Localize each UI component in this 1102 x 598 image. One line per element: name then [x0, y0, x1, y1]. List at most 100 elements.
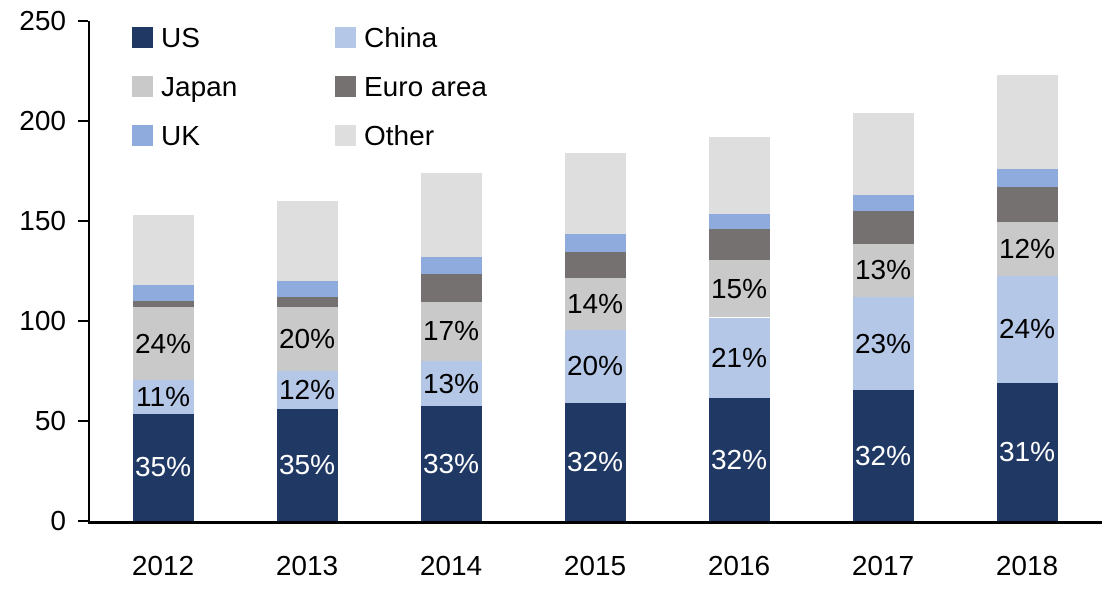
segment-label: 15% — [710, 272, 768, 304]
legend-label: Other — [364, 120, 435, 151]
legend-swatch-icon — [335, 27, 356, 48]
bar-segment-us-2017: 32% — [852, 390, 914, 521]
x-tick-label-2016: 2016 — [707, 550, 771, 581]
bar-segment-japan-2018: 12% — [996, 222, 1058, 276]
bar-segment-japan-2014: 17% — [420, 301, 482, 361]
legend-label: China — [364, 22, 438, 53]
legend-swatch-icon — [335, 125, 356, 146]
bar-segment-euro-area-2017 — [852, 210, 914, 244]
bar-segment-other-2014 — [420, 173, 482, 257]
bar-segment-uk-2012 — [132, 285, 194, 301]
bar-segment-china-2013: 12% — [276, 370, 338, 409]
segment-label: 13% — [854, 254, 912, 286]
legend-item-other: Other — [335, 122, 487, 150]
segment-label: 12% — [998, 232, 1056, 264]
bar-2018: 31% 24% 12% — [996, 75, 1058, 521]
bar-segment-china-2016: 21% — [708, 317, 770, 399]
y-tick-mark — [78, 220, 88, 222]
y-tick-mark — [78, 20, 88, 22]
bar-segment-euro-area-2015 — [564, 252, 626, 279]
legend-label: Japan — [161, 71, 238, 102]
y-tick-mark — [78, 420, 88, 422]
bar-segment-uk-2013 — [276, 281, 338, 297]
bar-2013: 35% 12% 20% — [276, 201, 338, 521]
bar-segment-japan-2015: 14% — [564, 278, 626, 330]
x-tick-label-2012: 2012 — [131, 550, 195, 581]
x-tick-label-2013: 2013 — [275, 550, 339, 581]
segment-label: 35% — [278, 449, 336, 480]
legend-item-euro-area: Euro area — [335, 73, 487, 101]
legend-label: Euro area — [364, 71, 487, 102]
bar-segment-other-2018 — [996, 75, 1058, 169]
segment-label: 21% — [710, 341, 768, 373]
bar-segment-china-2012: 11% — [132, 380, 194, 414]
y-tick-label: 150 — [19, 205, 66, 236]
legend: US China Japan Euro area UK Other — [132, 24, 487, 171]
segment-label: 32% — [710, 443, 768, 475]
legend-item-us: US — [132, 24, 335, 52]
bar-2012: 35% 11% 24% — [132, 215, 194, 521]
x-axis-line — [88, 521, 1102, 524]
legend-swatch-icon — [335, 76, 356, 97]
legend-item-uk: UK — [132, 122, 335, 150]
segment-label: 32% — [566, 446, 624, 478]
bar-segment-us-2018: 31% — [996, 382, 1058, 521]
bar-segment-china-2015: 20% — [564, 329, 626, 404]
bar-segment-us-2014: 33% — [420, 406, 482, 521]
bar-segment-other-2012 — [132, 215, 194, 286]
x-tick-label-2014: 2014 — [419, 550, 483, 581]
legend-swatch-icon — [132, 27, 153, 48]
bar-segment-other-2016 — [708, 137, 770, 214]
bar-segment-japan-2012: 24% — [132, 306, 194, 381]
segment-label: 14% — [566, 287, 624, 319]
bar-segment-uk-2016 — [708, 213, 770, 230]
bar-segment-us-2015: 32% — [564, 403, 626, 521]
bar-2014: 33% 13% 17% — [420, 173, 482, 521]
y-tick-label: 250 — [19, 5, 66, 36]
bar-segment-uk-2014 — [420, 256, 482, 274]
bar-segment-other-2013 — [276, 201, 338, 281]
bar-segment-china-2017: 23% — [852, 296, 914, 391]
bar-segment-uk-2015 — [564, 233, 626, 253]
bar-segment-other-2017 — [852, 113, 914, 195]
bar-segment-japan-2013: 20% — [276, 306, 338, 371]
bar-segment-euro-area-2016 — [708, 229, 770, 260]
x-tick-label-2018: 2018 — [995, 550, 1059, 581]
bar-2017: 32% 23% 13% — [852, 113, 914, 521]
legend-label: US — [161, 22, 200, 53]
legend-item-japan: Japan — [132, 73, 335, 101]
bar-segment-euro-area-2014 — [420, 273, 482, 302]
plot-area: 35% 11% 24% 35% 12% 20% 33% 13% 17% 32% 20% 14% 32% 2… — [88, 21, 1100, 521]
bar-segment-euro-area-2012 — [132, 300, 194, 307]
bar-segment-euro-area-2018 — [996, 186, 1058, 223]
legend-swatch-icon — [132, 125, 153, 146]
bar-2015: 32% 20% 14% — [564, 153, 626, 521]
bar-segment-euro-area-2013 — [276, 297, 338, 307]
x-tick-label-2017: 2017 — [851, 550, 915, 581]
segment-label: 11% — [136, 381, 190, 413]
bar-2016: 32% 21% 15% — [708, 137, 770, 521]
y-tick-mark — [78, 120, 88, 122]
bar-segment-us-2012: 35% — [132, 413, 194, 521]
segment-label: 13% — [422, 367, 480, 399]
segment-label: 32% — [854, 439, 912, 471]
segment-label: 35% — [134, 451, 192, 483]
y-axis-line — [88, 21, 90, 524]
segment-label: 12% — [278, 373, 336, 405]
segment-label: 23% — [854, 327, 912, 359]
x-tick-label-2015: 2015 — [563, 550, 627, 581]
segment-label: 31% — [998, 435, 1056, 467]
bar-segment-china-2014: 13% — [420, 360, 482, 407]
bar-segment-china-2018: 24% — [996, 275, 1058, 383]
y-tick-label: 100 — [19, 305, 66, 336]
bar-segment-uk-2018 — [996, 168, 1058, 187]
bar-segment-us-2016: 32% — [708, 398, 770, 521]
bar-segment-uk-2017 — [852, 194, 914, 211]
y-tick-mark — [78, 320, 88, 322]
legend-label: UK — [161, 120, 200, 151]
y-tick-label: 0 — [50, 505, 66, 536]
bar-segment-us-2013: 35% — [276, 409, 338, 521]
bar-segment-japan-2016: 15% — [708, 259, 770, 318]
bar-segment-japan-2017: 13% — [852, 243, 914, 297]
